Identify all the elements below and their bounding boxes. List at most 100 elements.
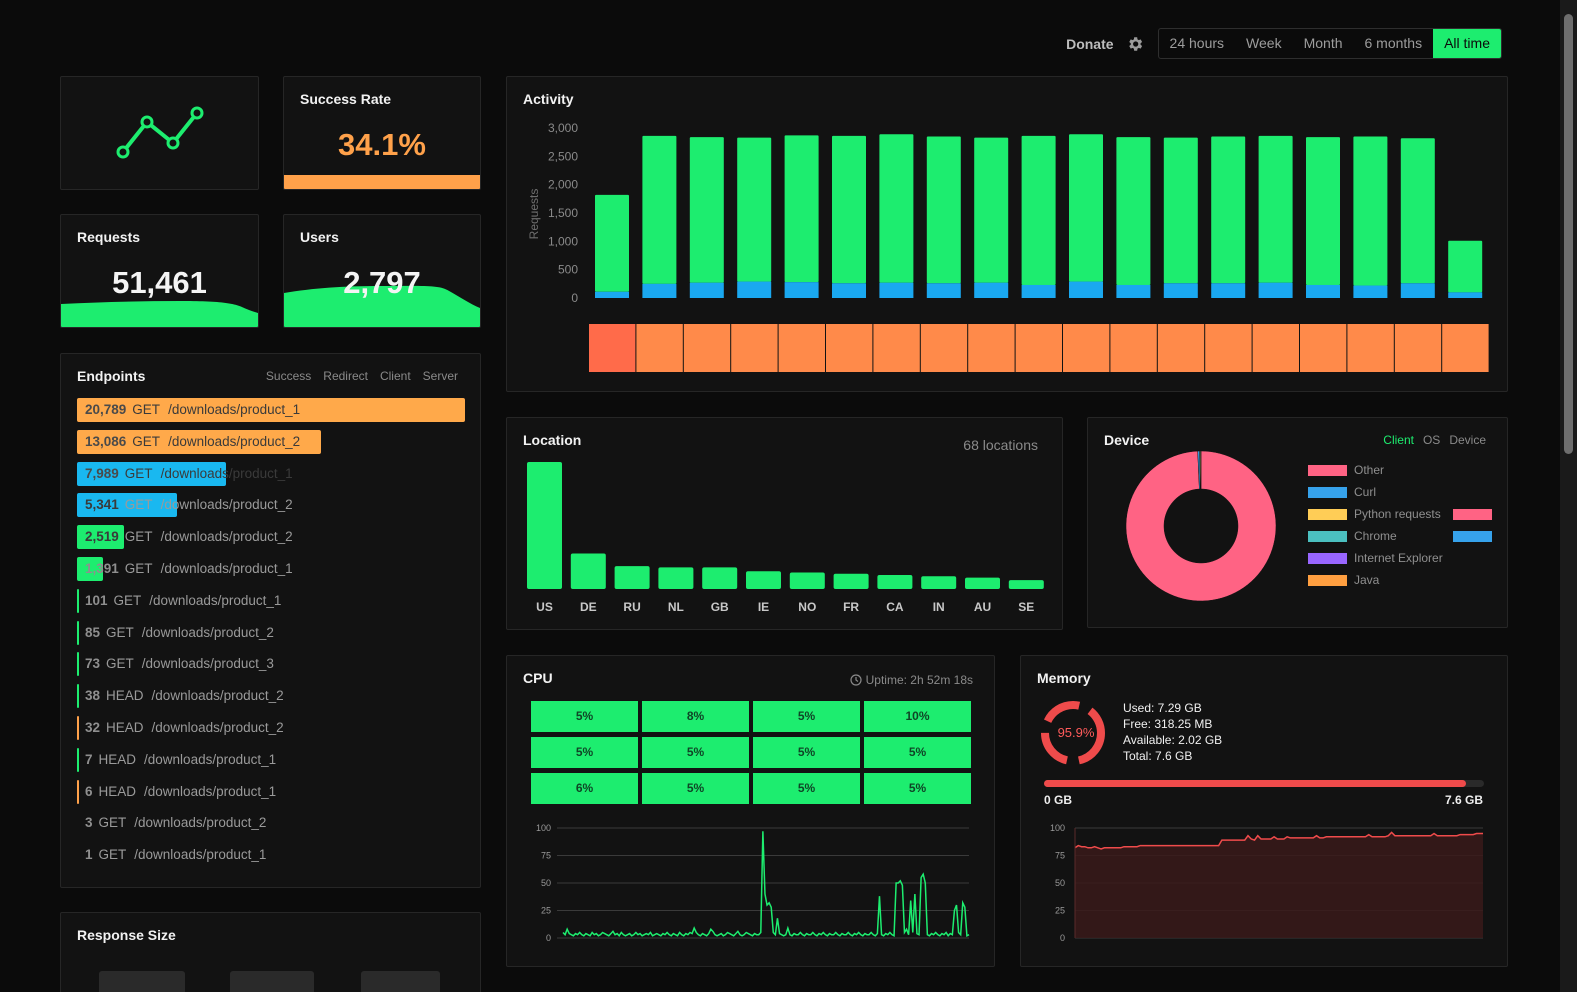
activity-chart: 3,000 2,500 2,000 1,500 1,000 500 0 Requests xyxy=(527,121,1489,372)
endpoint-row[interactable]: 20,789 GET/downloads/product_1 xyxy=(77,398,465,422)
endpoint-method: GET xyxy=(98,847,127,863)
endpoint-row[interactable]: 13,086 GET/downloads/product_2 xyxy=(77,429,465,454)
memory-max-label: 7.6 GB xyxy=(1444,793,1483,807)
response-size-card: Response Size xyxy=(60,912,481,992)
legend-item[interactable]: Other xyxy=(1308,463,1384,477)
cpu-core-cell: 5% xyxy=(753,773,860,804)
top-bar: Donate 24 hours Week Month 6 months All time xyxy=(1066,28,1502,59)
location-count: 68 locations xyxy=(963,437,1038,453)
endpoint-label: 7,989 GET/downloads/product_1 xyxy=(85,462,293,486)
activity-y-tick: 2,500 xyxy=(548,149,578,163)
endpoint-label: 1,391 GET/downloads/product_1 xyxy=(85,557,293,581)
legend-item[interactable]: Curl xyxy=(1308,485,1376,499)
activity-bar-other xyxy=(595,291,629,298)
endpoint-method: GET xyxy=(106,656,134,672)
endpoint-label: 73 GET/downloads/product_3 xyxy=(85,652,274,676)
activity-heat-cell xyxy=(1110,324,1157,372)
endpoint-row[interactable]: 7 HEAD/downloads/product_1 xyxy=(77,747,465,772)
activity-bar-success xyxy=(1069,134,1103,282)
endpoint-row[interactable]: 73 GET/downloads/product_3 xyxy=(77,652,465,677)
uptime: Uptime: 2h 52m 18s xyxy=(850,673,973,687)
endpoint-bar xyxy=(77,525,124,550)
clock-icon xyxy=(850,674,862,686)
endpoint-label: 6 HEAD/downloads/product_1 xyxy=(85,780,276,804)
endpoint-row[interactable]: 5,341 GET/downloads/product_2 xyxy=(77,493,465,518)
cpu-y-tick: 0 xyxy=(546,933,551,943)
activity-bar-other xyxy=(689,282,724,298)
period-all-time[interactable]: All time xyxy=(1433,29,1501,58)
activity-heat-cell xyxy=(1205,324,1252,372)
location-bar xyxy=(789,572,825,589)
device-tab-device[interactable]: Device xyxy=(1449,433,1486,447)
cpu-core-cell: 5% xyxy=(642,737,749,768)
filter-client[interactable]: Client xyxy=(379,369,411,383)
cpu-core-cell: 6% xyxy=(531,773,638,804)
endpoint-count: 13,086 xyxy=(85,433,127,449)
endpoints-title: Endpoints xyxy=(77,368,146,384)
period-week[interactable]: Week xyxy=(1246,35,1282,51)
endpoint-bar xyxy=(77,588,79,613)
legend-item[interactable]: Java xyxy=(1308,573,1379,587)
endpoint-row[interactable]: 2,519 GET/downloads/product_2 xyxy=(77,525,465,550)
activity-bar-other xyxy=(1306,284,1340,298)
gear-icon[interactable] xyxy=(1126,35,1144,53)
activity-bar-success xyxy=(1306,137,1340,285)
endpoint-bar xyxy=(77,620,79,645)
endpoint-count: 101 xyxy=(85,592,108,608)
endpoint-row[interactable]: 1,391 GET/downloads/product_1 xyxy=(77,557,465,581)
activity-bar-other xyxy=(1353,285,1388,298)
endpoint-method: GET xyxy=(113,592,142,608)
device-tab-os[interactable]: OS xyxy=(1422,433,1441,447)
filter-redirect[interactable]: Redirect xyxy=(323,369,368,383)
endpoint-row[interactable]: 1 GET/downloads/product_1 xyxy=(77,843,465,867)
activity-bar-success xyxy=(1448,240,1483,293)
endpoint-row[interactable]: 101 GET/downloads/product_1 xyxy=(77,588,465,613)
legend-label: Internet Explorer xyxy=(1354,551,1443,565)
activity-bar-other xyxy=(1021,284,1056,298)
endpoint-row[interactable]: 7,989 GET/downloads/product_1 xyxy=(77,461,465,486)
location-bar xyxy=(833,573,869,589)
period-24-hours[interactable]: 24 hours xyxy=(1169,35,1225,51)
trend-logo-icon xyxy=(116,106,204,159)
endpoint-method: HEAD xyxy=(106,720,144,735)
response-size-bar xyxy=(99,971,185,992)
endpoint-row[interactable]: 85 GET/downloads/product_2 xyxy=(77,620,465,645)
legend-item[interactable]: Internet Explorer xyxy=(1308,551,1443,565)
cpu-core-cell: 8% xyxy=(642,701,749,732)
activity-heat-cell xyxy=(1300,324,1347,372)
activity-heat-cell xyxy=(1063,324,1110,372)
activity-bar-other xyxy=(642,283,677,298)
endpoint-count: 20,789 xyxy=(85,402,127,417)
memory-usage-area xyxy=(1075,832,1483,938)
scrollbar-thumb[interactable] xyxy=(1564,14,1573,454)
location-bar xyxy=(614,566,650,589)
endpoint-row[interactable]: 6 HEAD/downloads/product_1 xyxy=(77,779,465,804)
users-sparkline xyxy=(284,285,480,327)
location-bar xyxy=(658,567,694,589)
location-label: FR xyxy=(843,600,859,614)
period-month[interactable]: Month xyxy=(1303,35,1343,51)
legend-item[interactable]: Python requests xyxy=(1308,507,1441,521)
period-6-months[interactable]: 6 months xyxy=(1364,35,1423,51)
endpoint-row[interactable]: 3 GET/downloads/product_2 xyxy=(77,811,465,835)
activity-bar-success xyxy=(1258,135,1293,283)
endpoint-row[interactable]: 38 HEAD/downloads/product_2 xyxy=(77,684,465,709)
endpoint-row[interactable]: 32 HEAD/downloads/product_2 xyxy=(77,716,465,740)
cpu-y-tick: 50 xyxy=(541,878,551,888)
activity-bar-other xyxy=(737,281,772,298)
activity-heat-cell xyxy=(1442,324,1489,372)
legend-item[interactable]: Chrome xyxy=(1308,529,1397,543)
legend-marker xyxy=(1453,509,1492,520)
device-tab-client[interactable]: Client xyxy=(1383,433,1414,447)
scrollbar[interactable] xyxy=(1560,0,1577,992)
endpoint-count: 73 xyxy=(85,656,101,672)
filter-server[interactable]: Server xyxy=(422,369,458,383)
filter-success[interactable]: Success xyxy=(265,369,312,383)
donate-link[interactable]: Donate xyxy=(1066,35,1114,52)
endpoint-label: 5,341 GET/downloads/product_2 xyxy=(85,493,293,517)
requests-title: Requests xyxy=(77,229,141,245)
activity-bar-success xyxy=(832,135,866,284)
success-rate-card: Success Rate 34.1% xyxy=(283,76,481,190)
memory-y-tick: 0 xyxy=(1060,933,1065,943)
endpoint-method: GET xyxy=(106,624,134,640)
